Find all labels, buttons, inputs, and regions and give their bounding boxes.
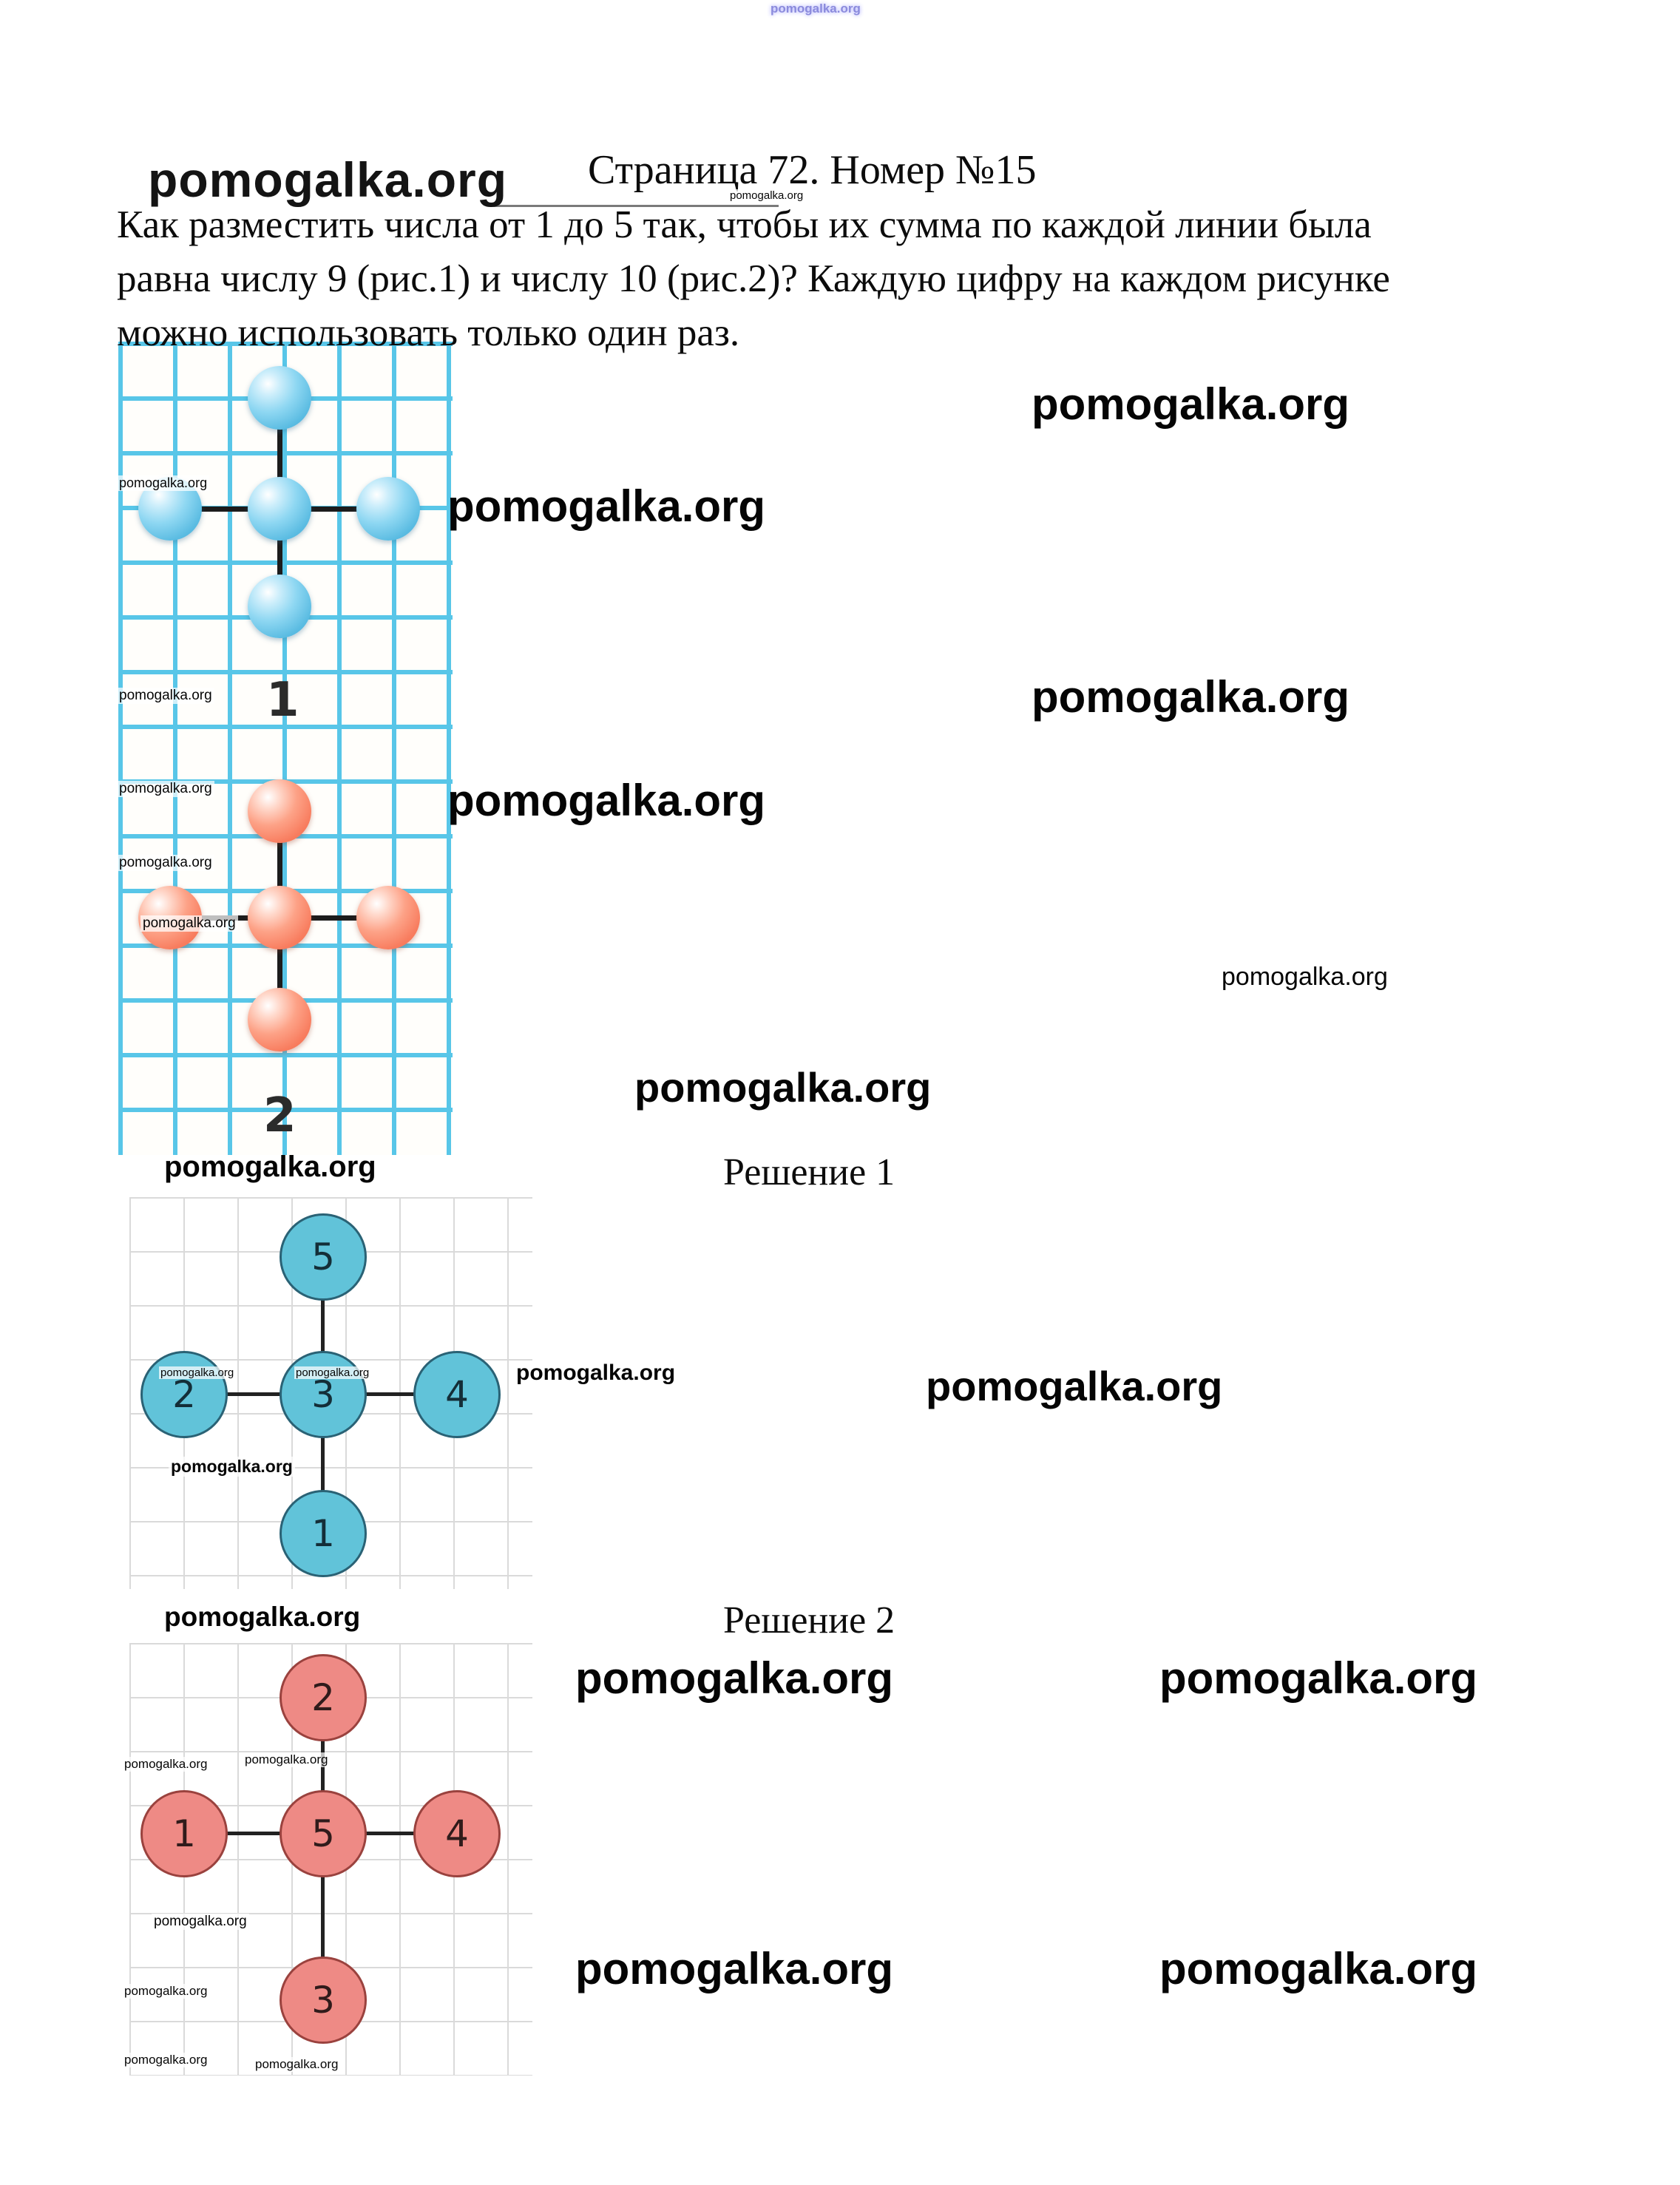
watermark: pomogalka.org: [253, 2057, 341, 2072]
watermark: pomogalka.org: [770, 1, 861, 16]
watermark: pomogalka.org: [634, 1064, 932, 1111]
problem-line: равна числу 9 (рис.1) и числу 10 (рис.2)…: [117, 257, 1390, 300]
solution-1-figure: 5 2 3 4 1: [129, 1197, 532, 1589]
watermark: pomogalka.org: [164, 1602, 361, 1632]
fig1-sphere-right: [356, 477, 420, 541]
watermark: pomogalka.org: [294, 1366, 371, 1379]
page-title: Страница 72. Номер №15: [588, 147, 1037, 193]
task-figure: 1 2: [118, 342, 453, 1155]
sol1-circle-center: 3: [280, 1351, 367, 1438]
solution-1-heading: Решение 1: [723, 1151, 895, 1193]
watermark: pomogalka.org: [122, 1984, 210, 1999]
fig1-sphere-center: [248, 477, 311, 541]
sol1-circle-top: 5: [280, 1213, 367, 1301]
watermark: pomogalka.org: [140, 915, 238, 932]
fig2-sphere-top: [248, 779, 311, 843]
watermark: pomogalka.org: [117, 688, 214, 704]
fig2-sphere-right: [356, 886, 420, 949]
fig1-label: 1: [266, 673, 299, 728]
fig1-sphere-bottom: [248, 575, 311, 638]
watermark: pomogalka.org: [122, 2053, 210, 2067]
watermark: pomogalka.org: [117, 855, 214, 871]
sol2-circle-center: 5: [280, 1790, 367, 1877]
fig1-sphere-top: [248, 366, 311, 430]
watermark: pomogalka.org: [164, 1151, 376, 1183]
sol1-circle-right: 4: [413, 1351, 501, 1438]
sol2-circle-bottom: 3: [280, 1957, 367, 2044]
watermark: pomogalka.org: [447, 481, 766, 531]
logo-underline: [494, 205, 779, 207]
watermark: pomogalka.org: [1159, 1944, 1478, 1993]
watermark: pomogalka.org: [728, 189, 805, 202]
solution-2-heading: Решение 2: [723, 1599, 895, 1642]
watermark: pomogalka.org: [575, 1944, 894, 1993]
watermark: pomogalka.org: [122, 1757, 210, 1772]
watermark: pomogalka.org: [152, 1914, 249, 1930]
watermark: pomogalka.org: [1032, 379, 1350, 429]
sol1-circle-left: 2: [140, 1351, 228, 1438]
sol1-circle-bottom: 1: [280, 1490, 367, 1577]
watermark: pomogalka.org: [447, 776, 766, 825]
watermark: pomogalka.org: [243, 1752, 331, 1767]
watermark: pomogalka.org: [1159, 1653, 1478, 1703]
watermark: pomogalka.org: [117, 781, 214, 797]
sol2-circle-right: 4: [413, 1790, 501, 1877]
fig2-sphere-center: [248, 886, 311, 949]
sol2-circle-top: 2: [280, 1654, 367, 1741]
watermark: pomogalka.org: [575, 1653, 894, 1703]
watermark: pomogalka.org: [169, 1457, 295, 1477]
watermark: pomogalka.org: [926, 1363, 1223, 1409]
watermark: pomogalka.org: [516, 1361, 676, 1385]
problem-line: Как разместить числа от 1 до 5 так, чтоб…: [117, 203, 1372, 246]
watermark: pomogalka.org: [117, 475, 210, 491]
solution-2-figure: 2 1 5 4 3: [129, 1643, 532, 2076]
fig2-label: 2: [263, 1088, 297, 1143]
watermark: pomogalka.org: [1222, 963, 1388, 991]
sol2-circle-left: 1: [140, 1790, 228, 1877]
site-logo: pomogalka.org: [148, 152, 508, 207]
fig2-sphere-bottom: [248, 988, 311, 1051]
problem-line: можно использовать только один раз.: [117, 311, 740, 354]
problem-text: Как разместить числа от 1 до 5 так, чтоб…: [117, 198, 1390, 360]
watermark: pomogalka.org: [159, 1366, 236, 1379]
watermark: pomogalka.org: [1032, 672, 1350, 722]
